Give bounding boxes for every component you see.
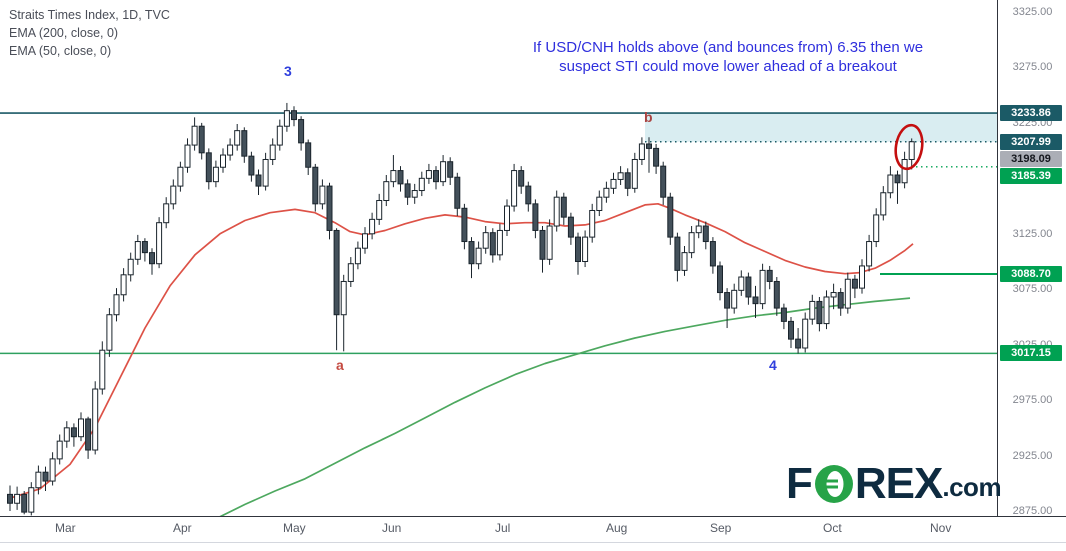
price-tick-label: 2875.00 — [1012, 505, 1053, 517]
price-level-badge: 3233.86 — [1000, 105, 1062, 122]
last-price-badge: 3198.09 — [1000, 150, 1062, 167]
logo-letter-f: F — [786, 459, 813, 508]
time-axis-label: May — [283, 521, 306, 535]
price-tick-label: 3325.00 — [1012, 6, 1053, 18]
analyst-note: If USD/CNH holds above (and bounces from… — [497, 38, 959, 76]
analyst-note-line2: suspect STI could move lower ahead of a … — [559, 58, 897, 75]
price-level-badge: 3088.70 — [1000, 266, 1062, 283]
price-tick-label: 3075.00 — [1012, 283, 1053, 296]
indicator-ema200-label[interactable]: EMA (200, close, 0) — [9, 26, 119, 40]
price-level-badge: 3185.39 — [1000, 167, 1062, 184]
time-axis-label: Aug — [606, 521, 628, 535]
time-axis-label: Jun — [382, 521, 402, 535]
price-level-badge: 3207.99 — [1000, 133, 1062, 150]
price-tick-label: 3275.00 — [1012, 61, 1053, 74]
logo-globe-icon — [814, 464, 854, 504]
time-axis-label: Oct — [823, 521, 842, 535]
time-axis-label: Nov — [930, 521, 952, 535]
time-axis-label: Mar — [55, 521, 76, 535]
chart-plot-area[interactable] — [0, 0, 997, 516]
elliott-wave-label-b[interactable]: b — [644, 109, 653, 125]
time-axis[interactable]: Mar Apr May Jun Jul Aug Sep Oct Nov — [0, 516, 1066, 543]
time-axis-label: Jul — [495, 521, 511, 535]
price-level-badge: 3017.15 — [1000, 345, 1062, 362]
breakout-circle-annotation[interactable] — [893, 123, 926, 171]
price-axis[interactable]: 3325.003275.003225.003175.003125.003075.… — [997, 0, 1066, 517]
price-tick-label: 2975.00 — [1012, 394, 1053, 407]
symbol-title[interactable]: Straits Times Index, 1D, TVC — [9, 8, 170, 22]
chart-legend: Straits Times Index, 1D, TVC EMA (200, c… — [9, 6, 170, 60]
ema-line — [219, 297, 911, 516]
elliott-wave-label-a[interactable]: a — [336, 357, 344, 373]
analyst-note-line1: If USD/CNH holds above (and bounces from… — [532, 39, 924, 56]
price-tick-label: 3125.00 — [1012, 227, 1053, 240]
indicator-ema50-label[interactable]: EMA (50, close, 0) — [9, 44, 112, 58]
candlestick-series — [7, 102, 915, 516]
ema-line — [7, 202, 914, 500]
resistance-zone-band — [645, 113, 997, 142]
price-tick-label: 2925.00 — [1012, 449, 1053, 462]
elliott-wave-label-3[interactable]: 3 — [284, 63, 292, 79]
time-axis-label: Sep — [710, 521, 732, 535]
candlestick-chart[interactable] — [0, 0, 997, 516]
time-axis-label: Apr — [173, 521, 192, 535]
elliott-wave-label-4[interactable]: 4 — [769, 357, 777, 373]
logo-letters-rex: REX — [854, 459, 943, 508]
logo-dot-com: .com — [942, 472, 1002, 502]
forex-com-logo: F REX .com — [786, 459, 1002, 508]
